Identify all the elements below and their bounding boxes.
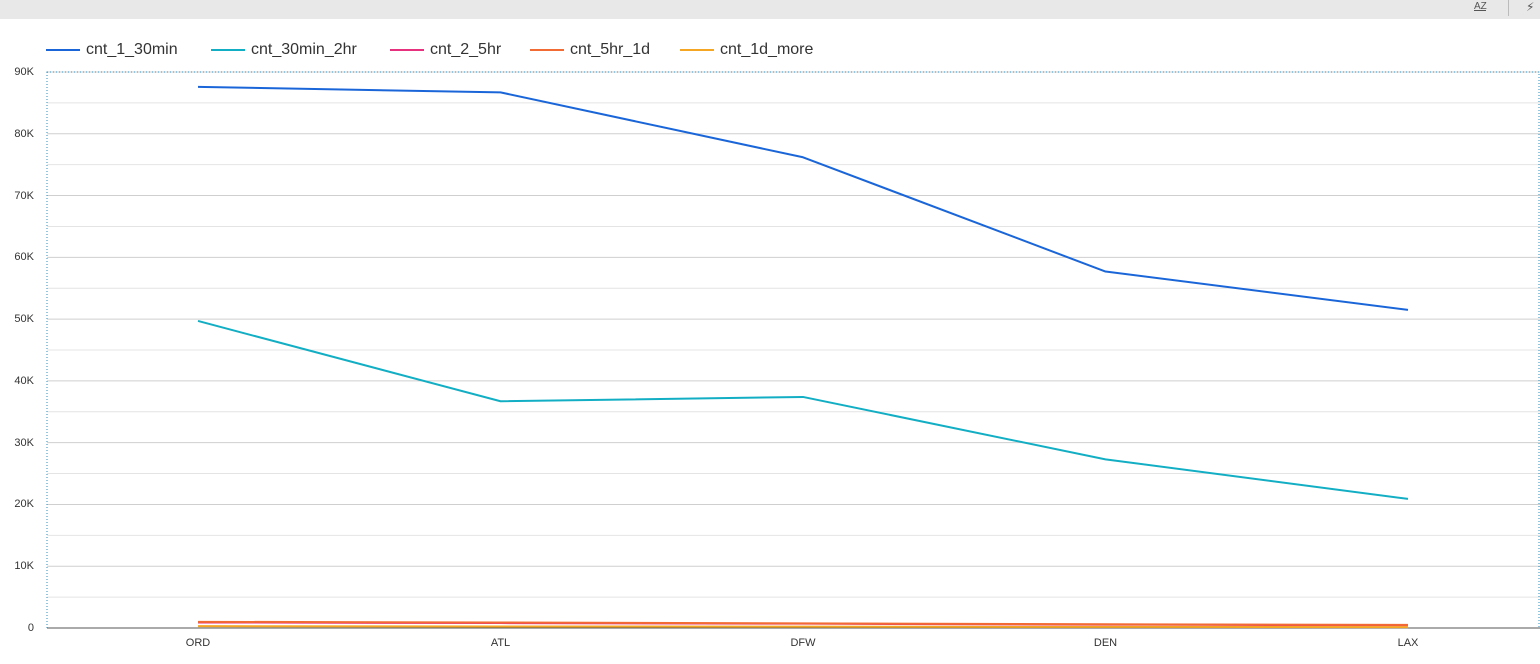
x-tick-label: DEN — [1093, 637, 1118, 649]
lightning-icon[interactable]: ⚡ — [1526, 0, 1535, 14]
legend-item[interactable]: cnt_30min_2hr — [211, 41, 357, 59]
series-line-cnt_5hr_1d — [197, 620, 1409, 626]
series-line-cnt_30min_2hr — [197, 319, 1409, 500]
x-tick-label: ATL — [490, 637, 511, 649]
legend-item[interactable]: cnt_1_30min — [46, 41, 178, 59]
legend-swatch — [530, 49, 564, 51]
x-tick-label: DFW — [790, 637, 816, 649]
y-tick-label: 50K — [14, 313, 34, 326]
legend-label: cnt_30min_2hr — [251, 41, 357, 58]
y-tick-label: 20K — [14, 498, 34, 511]
legend-label: cnt_1_30min — [86, 41, 178, 58]
legend-item[interactable]: cnt_5hr_1d — [530, 41, 650, 59]
y-tick-label: 0 — [27, 622, 34, 634]
y-tick-label: 10K — [14, 560, 34, 573]
legend-label: cnt_5hr_1d — [570, 41, 651, 58]
legend-swatch — [680, 49, 714, 51]
series-line-cnt_1d_more — [197, 625, 1409, 629]
y-tick-label: 60K — [14, 251, 34, 264]
legend-swatch — [390, 49, 424, 51]
toolbar-divider — [1508, 0, 1509, 16]
y-tick-label: 90K — [14, 66, 34, 78]
series-line-cnt_1_30min — [197, 85, 1409, 311]
y-tick-label: 30K — [14, 436, 34, 449]
y-tick-label: 80K — [14, 127, 34, 140]
x-tick-label: ORD — [185, 637, 211, 649]
legend-label: cnt_1d_more — [720, 41, 814, 58]
chart-toolbar: AZ ⚡ — [0, 0, 1540, 19]
sort-az-icon[interactable]: AZ — [1474, 1, 1487, 12]
legend-swatch — [211, 49, 245, 51]
y-tick-label: 70K — [14, 189, 34, 202]
legend-swatch — [46, 49, 80, 51]
legend-label: cnt_2_5hr — [430, 41, 502, 58]
legend-item[interactable]: cnt_1d_more — [680, 41, 813, 59]
y-tick-label: 40K — [14, 374, 34, 387]
x-tick-label: LAX — [1397, 637, 1419, 649]
legend-item[interactable]: cnt_2_5hr — [390, 41, 501, 59]
